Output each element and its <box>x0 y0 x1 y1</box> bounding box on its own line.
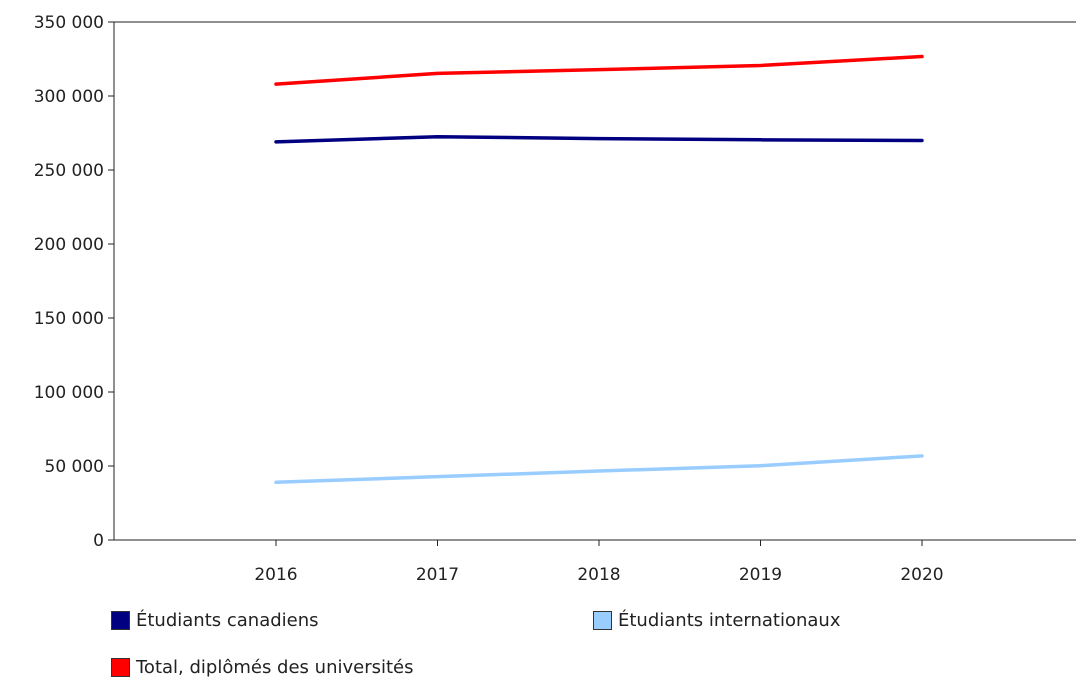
series-line-1 <box>274 454 924 485</box>
y-tick-label: 100 000 <box>34 383 104 403</box>
legend-item-total[interactable]: Total, diplômés des universités <box>111 657 414 678</box>
legend-label-internationaux: Étudiants internationaux <box>618 610 841 631</box>
x-tick-label: 2017 <box>416 565 459 585</box>
series-line-0 <box>274 134 924 144</box>
x-axis: 2016 2017 2018 2019 2020 <box>254 540 944 585</box>
x-tick-label: 2020 <box>900 565 943 585</box>
y-tick-label: 0 <box>93 531 104 551</box>
legend-swatch-total <box>111 658 130 677</box>
legend-swatch-canadiens <box>111 611 130 630</box>
y-tick-label: 350 000 <box>34 13 104 33</box>
legend-item-canadiens[interactable]: Étudiants canadiens <box>111 610 319 631</box>
y-tick-label: 300 000 <box>34 87 104 107</box>
legend-swatch-internationaux <box>593 611 612 630</box>
legend-item-internationaux[interactable]: Étudiants internationaux <box>593 610 841 631</box>
y-tick-label: 200 000 <box>34 235 104 255</box>
plot-frame <box>113 21 1076 541</box>
x-tick-label: 2016 <box>254 565 297 585</box>
line-chart: 0 50 000 100 000 150 000 200 000 250 000 300 0… <box>34 13 1076 585</box>
y-tick-label: 150 000 <box>34 309 104 329</box>
y-tick-label: 250 000 <box>34 161 104 181</box>
legend-label-total: Total, diplômés des universités <box>136 657 414 678</box>
y-axis: 0 50 000 100 000 150 000 200 000 250 000 300 0… <box>34 13 114 551</box>
x-tick-label: 2019 <box>739 565 782 585</box>
legend-label-canadiens: Étudiants canadiens <box>136 610 319 631</box>
x-tick-label: 2018 <box>577 565 620 585</box>
series-line-2 <box>274 54 924 86</box>
series-lines <box>274 54 924 485</box>
y-tick-label: 50 000 <box>45 457 104 477</box>
